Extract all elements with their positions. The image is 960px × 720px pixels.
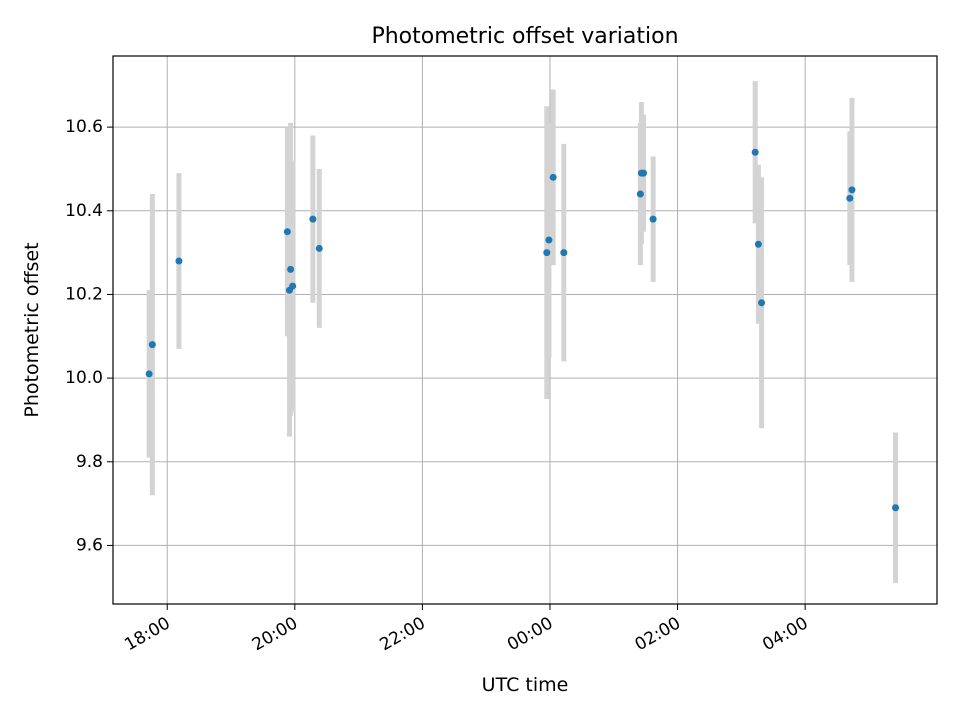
y-tick-label: 9.8	[76, 452, 103, 472]
grid	[113, 56, 937, 604]
y-tick-label: 9.6	[76, 535, 103, 555]
x-tick-label: 20:00	[249, 613, 301, 655]
x-tick-label: 22:00	[376, 613, 428, 655]
data-point	[560, 249, 568, 257]
data-point	[148, 341, 156, 349]
data-point	[636, 190, 644, 198]
data-point	[283, 228, 291, 236]
data-point	[846, 194, 854, 202]
data-point	[640, 169, 648, 177]
data-point	[289, 282, 297, 290]
data-point	[649, 215, 657, 223]
x-axis-ticks: 18:00 20:00 22:00 00:00 02:00 04:00	[121, 604, 812, 655]
x-tick-label: 04:00	[759, 613, 811, 655]
data-point	[758, 299, 766, 307]
y-tick-label: 10.6	[65, 117, 103, 137]
data-point	[315, 244, 323, 252]
data-point	[848, 186, 856, 194]
data-point	[287, 265, 295, 273]
y-axis-ticks: 9.6 9.8 10.0 10.2 10.4 10.6	[65, 117, 113, 555]
data-point	[892, 504, 900, 512]
data-point	[545, 236, 553, 244]
y-tick-label: 10.2	[65, 284, 103, 304]
data-point	[751, 148, 759, 156]
data-point	[543, 249, 551, 257]
y-axis-label: Photometric offset	[21, 242, 43, 417]
y-tick-label: 10.0	[65, 368, 103, 388]
x-axis-label: UTC time	[482, 674, 569, 696]
x-tick-label: 18:00	[121, 613, 173, 655]
plot-frame	[112, 55, 938, 605]
data-point	[549, 173, 557, 181]
data-point	[145, 370, 153, 378]
y-tick-label: 10.4	[65, 201, 103, 221]
data-point	[309, 215, 317, 223]
data-points	[145, 148, 900, 512]
error-bars	[146, 81, 899, 584]
data-point	[175, 257, 183, 265]
data-point	[754, 240, 762, 248]
x-tick-label: 00:00	[504, 613, 556, 655]
chart-title: Photometric offset variation	[371, 24, 678, 49]
x-tick-label: 02:00	[632, 613, 684, 655]
